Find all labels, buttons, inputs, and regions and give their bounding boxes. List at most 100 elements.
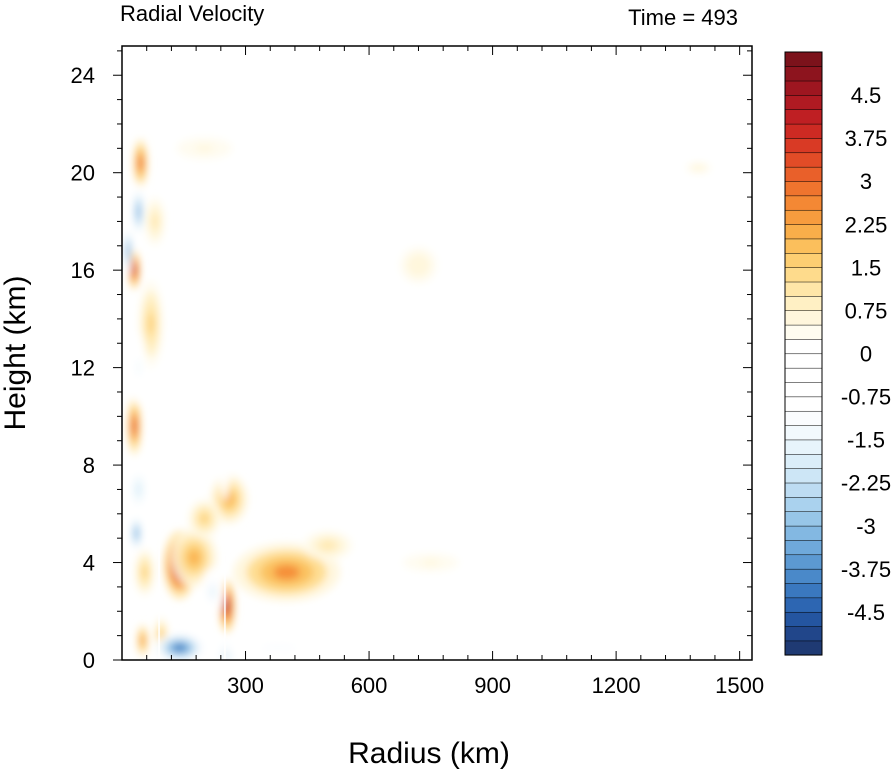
colorbar-bin bbox=[784, 496, 823, 512]
colorbar-bin bbox=[784, 209, 823, 225]
colorbar-bin bbox=[784, 51, 823, 67]
colorbar-bin bbox=[784, 539, 823, 556]
velocity-feature bbox=[128, 250, 141, 290]
velocity-field bbox=[124, 133, 715, 660]
colorbar-bin bbox=[784, 109, 823, 125]
velocity-feature bbox=[682, 160, 715, 176]
colorbar-tick-label: -4.5 bbox=[847, 600, 885, 625]
colorbar-bin bbox=[784, 166, 823, 182]
boundary-lines bbox=[158, 530, 226, 660]
x-tick-label: 1200 bbox=[592, 673, 641, 698]
y-tick-label: 16 bbox=[71, 258, 95, 283]
velocity-feature bbox=[136, 623, 149, 658]
x-axis-title: Radius (km) bbox=[348, 737, 510, 770]
colorbar-bin bbox=[784, 238, 823, 254]
colorbar-bin bbox=[784, 123, 823, 139]
plot-frame bbox=[121, 45, 753, 661]
colorbar-tick-label: 0 bbox=[860, 342, 872, 367]
colorbar-bin bbox=[784, 554, 823, 570]
x-tick-label: 600 bbox=[351, 673, 388, 698]
colorbar-bin bbox=[784, 66, 823, 82]
velocity-feature bbox=[154, 396, 197, 485]
colorbar-bin bbox=[784, 295, 823, 311]
colorbar-bin bbox=[784, 611, 823, 627]
velocity-feature bbox=[200, 567, 225, 617]
velocity-feature bbox=[134, 547, 155, 597]
velocity-feature bbox=[132, 184, 145, 239]
colorbar-bin bbox=[784, 94, 823, 110]
velocity-feature bbox=[216, 257, 234, 502]
colorbar-bin bbox=[784, 640, 823, 656]
velocity-feature bbox=[187, 499, 221, 539]
colorbar-bin bbox=[784, 137, 823, 154]
y-tick-label: 12 bbox=[71, 356, 95, 381]
colorbar-bin bbox=[784, 410, 823, 426]
colorbar-tick-label: 3.75 bbox=[845, 126, 888, 151]
x-tick-label: 300 bbox=[227, 673, 264, 698]
colorbar-tick-labels: 4.5 3.75 3 2.25 1.5 0.75 0 -0.75 -1.5 -2.25 -3 -3.7… bbox=[841, 83, 891, 625]
colorbar-bin bbox=[784, 152, 823, 168]
velocity-feature bbox=[393, 550, 468, 575]
colorbar-tick-label: 3 bbox=[860, 169, 872, 194]
colorbar-bin bbox=[784, 281, 823, 297]
colorbar-bin bbox=[784, 582, 823, 599]
y-tick-label: 0 bbox=[83, 648, 95, 673]
colorbar-bin bbox=[784, 568, 823, 584]
x-tick-label: 1500 bbox=[715, 673, 764, 698]
colorbar-bin bbox=[784, 367, 823, 383]
colorbar-bin bbox=[784, 597, 823, 613]
colorbar-bin bbox=[784, 338, 823, 355]
y-tick-label: 20 bbox=[71, 161, 95, 186]
velocity-feature bbox=[167, 133, 242, 163]
chart-title: Radial Velocity bbox=[120, 1, 264, 26]
velocity-feature bbox=[210, 474, 248, 524]
colorbar-tick-label: -3.75 bbox=[841, 557, 891, 582]
colorbar-bin bbox=[784, 310, 823, 326]
velocity-feature bbox=[133, 138, 148, 188]
colorbar-tick-label: 0.75 bbox=[845, 298, 888, 323]
colorbar-tick-label: -3 bbox=[856, 514, 876, 539]
velocity-feature bbox=[233, 543, 341, 602]
colorbar-bin bbox=[784, 439, 823, 455]
colorbar-frame bbox=[784, 51, 823, 656]
colorbar-tick-label: 1.5 bbox=[851, 255, 882, 280]
colorbar-bin bbox=[784, 468, 823, 484]
colorbar-bin bbox=[784, 267, 823, 283]
y-tick-label: 24 bbox=[71, 63, 95, 88]
colorbar-tick-label: -0.75 bbox=[841, 385, 891, 410]
velocity-feature bbox=[340, 172, 398, 319]
colorbar bbox=[784, 51, 823, 656]
velocity-feature bbox=[278, 160, 312, 356]
y-axis-ticks: 0 4 8 12 16 20 24 bbox=[71, 50, 752, 673]
colorbar-tick-label: 4.5 bbox=[851, 83, 882, 108]
colorbar-tick-label: -2.25 bbox=[841, 471, 891, 496]
colorbar-bin bbox=[784, 511, 823, 527]
velocity-feature bbox=[154, 633, 205, 660]
colorbar-bin bbox=[784, 180, 823, 197]
colorbar-bin bbox=[784, 252, 823, 268]
velocity-feature bbox=[124, 226, 133, 276]
velocity-feature bbox=[303, 530, 353, 561]
velocity-feature bbox=[144, 197, 166, 246]
colorbar-bin bbox=[784, 224, 823, 240]
y-tick-label: 4 bbox=[83, 551, 95, 576]
colorbar-tick-label: -1.5 bbox=[847, 428, 885, 453]
x-axis-ticks: 300 600 900 1200 1500 bbox=[121, 46, 764, 698]
y-tick-label: 8 bbox=[83, 453, 95, 478]
velocity-feature bbox=[126, 460, 151, 519]
colorbar-bin bbox=[784, 80, 823, 96]
colorbar-tick-label: 2.25 bbox=[845, 212, 888, 237]
time-label: Time = 493 bbox=[628, 5, 738, 30]
colorbar-bin bbox=[784, 482, 823, 498]
colorbar-bin bbox=[784, 396, 823, 412]
velocity-feature bbox=[130, 513, 143, 553]
colorbar-bin bbox=[784, 353, 823, 369]
colorbar-bin bbox=[784, 381, 823, 398]
velocity-feature bbox=[208, 636, 349, 659]
x-tick-label: 900 bbox=[474, 673, 511, 698]
y-axis-title: Height (km) bbox=[0, 275, 32, 430]
colorbar-bin bbox=[784, 453, 823, 469]
colorbar-bin bbox=[784, 525, 823, 541]
velocity-feature bbox=[130, 331, 147, 405]
